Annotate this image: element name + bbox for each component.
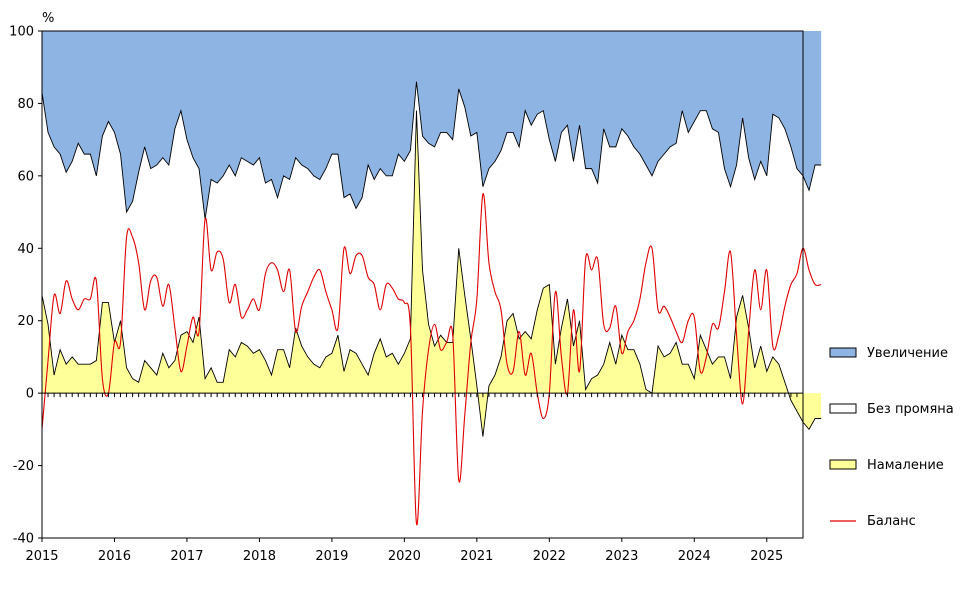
series-nochange-boundary (41, 81, 822, 220)
y-tick-label: -40 (13, 532, 34, 547)
y-tick-label: -20 (13, 459, 34, 474)
series-decrease-area (42, 110, 822, 437)
plot-area (41, 31, 822, 538)
legend-label-nochange: Без промяна (867, 402, 954, 417)
legend-label-decrease: Намаление (867, 458, 944, 473)
x-tick-label: 2025 (750, 549, 783, 564)
y-tick-label: 100 (9, 25, 34, 40)
series-balance-line (41, 193, 822, 526)
legend-swatch-increase (829, 347, 857, 358)
x-tick-label: 2024 (678, 549, 711, 564)
x-tick-label: 2015 (25, 549, 58, 564)
legend-label-increase: Увеличение (867, 346, 948, 361)
y-tick-label: 0 (26, 387, 34, 402)
y-tick-label: 60 (17, 169, 34, 184)
x-tick-label: 2018 (243, 549, 276, 564)
x-tick-label: 2017 (170, 549, 203, 564)
x-tick-label: 2016 (98, 549, 131, 564)
legend-swatch-nochange (829, 403, 857, 414)
series-increase-area (42, 31, 822, 220)
legend-label-balance: Баланс (867, 514, 916, 529)
y-unit-label: % (42, 11, 54, 26)
y-tick-label: 80 (17, 97, 34, 112)
x-tick-label: 2019 (315, 549, 348, 564)
x-tick-label: 2020 (388, 549, 421, 564)
y-tick-label: 40 (17, 242, 34, 257)
y-tick-label: 20 (17, 314, 34, 329)
x-tick-label: 2022 (533, 549, 566, 564)
x-tick-label: 2021 (460, 549, 493, 564)
series-decrease-boundary (41, 110, 822, 437)
axes: -40 -20 0 20 40 60 80 100 2015 2016 2017 2018 2019 20… (9, 25, 804, 564)
legend: Увеличение Без промяна Намаление Баланс (829, 346, 954, 529)
legend-swatch-decrease (829, 459, 857, 470)
plot-frame (41, 30, 804, 539)
x-tick-label: 2023 (605, 549, 638, 564)
